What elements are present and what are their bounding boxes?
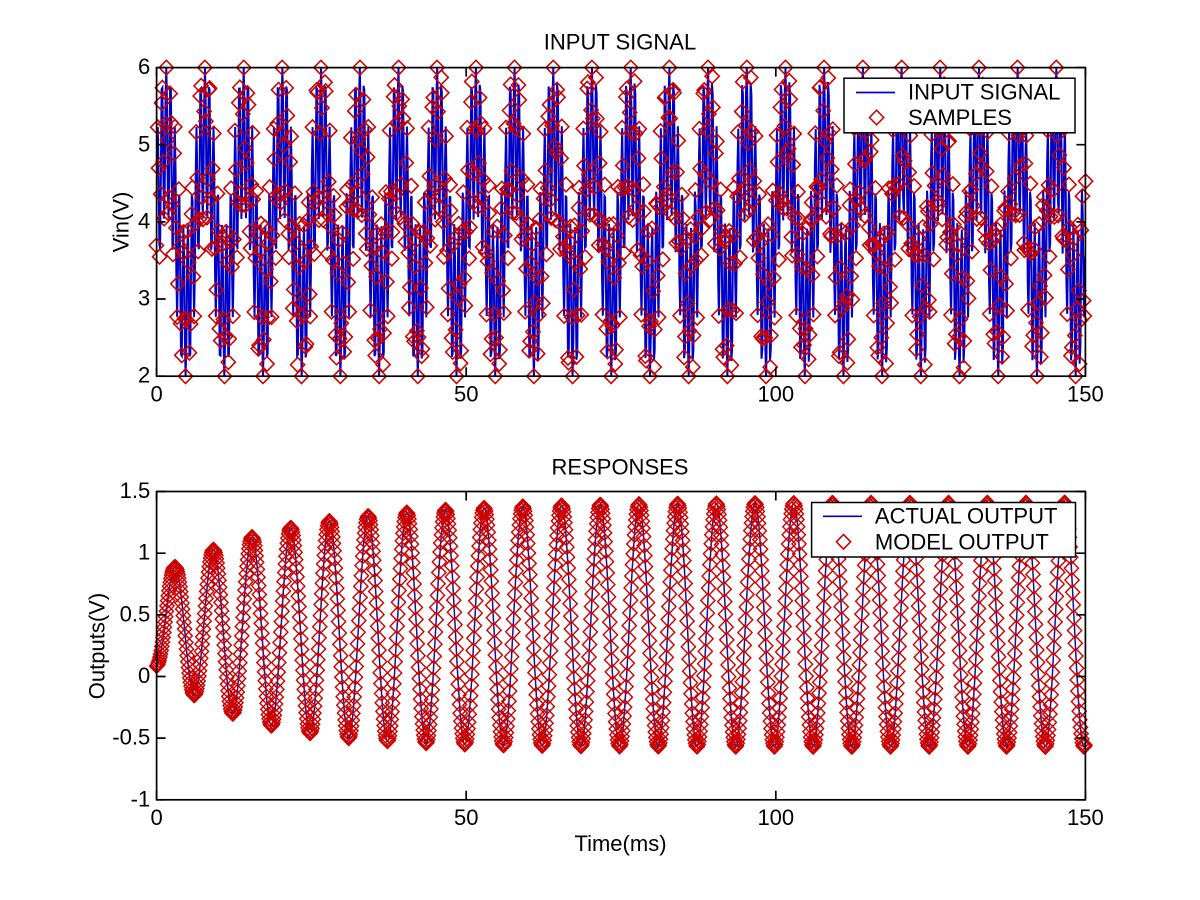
svg-text:0.5: 0.5 xyxy=(120,601,151,626)
svg-text:150: 150 xyxy=(1067,805,1104,830)
svg-text:SAMPLES: SAMPLES xyxy=(908,105,1012,130)
svg-text:MODEL OUTPUT: MODEL OUTPUT xyxy=(875,529,1049,554)
svg-text:ACTUAL OUTPUT: ACTUAL OUTPUT xyxy=(875,503,1058,528)
svg-text:INPUT SIGNAL: INPUT SIGNAL xyxy=(544,30,696,55)
svg-text:100: 100 xyxy=(757,382,794,407)
svg-text:50: 50 xyxy=(454,805,478,830)
svg-text:-1: -1 xyxy=(131,786,151,811)
svg-text:2: 2 xyxy=(138,363,150,388)
svg-text:0: 0 xyxy=(150,805,162,830)
svg-text:Outputs(V): Outputs(V) xyxy=(85,593,110,699)
svg-text:1.5: 1.5 xyxy=(120,478,151,503)
svg-text:100: 100 xyxy=(757,805,794,830)
svg-text:-0.5: -0.5 xyxy=(112,725,150,750)
svg-text:0: 0 xyxy=(138,663,150,688)
svg-text:INPUT SIGNAL: INPUT SIGNAL xyxy=(908,79,1060,104)
svg-text:3: 3 xyxy=(138,286,150,311)
svg-text:RESPONSES: RESPONSES xyxy=(552,455,689,480)
svg-text:Vin(V): Vin(V) xyxy=(109,192,134,253)
svg-text:6: 6 xyxy=(138,54,150,79)
svg-text:1: 1 xyxy=(138,540,150,565)
svg-text:50: 50 xyxy=(454,382,478,407)
svg-text:5: 5 xyxy=(138,131,150,156)
svg-text:0: 0 xyxy=(150,382,162,407)
svg-text:150: 150 xyxy=(1067,382,1104,407)
svg-text:Time(ms): Time(ms) xyxy=(574,831,666,856)
svg-text:4: 4 xyxy=(138,208,150,233)
